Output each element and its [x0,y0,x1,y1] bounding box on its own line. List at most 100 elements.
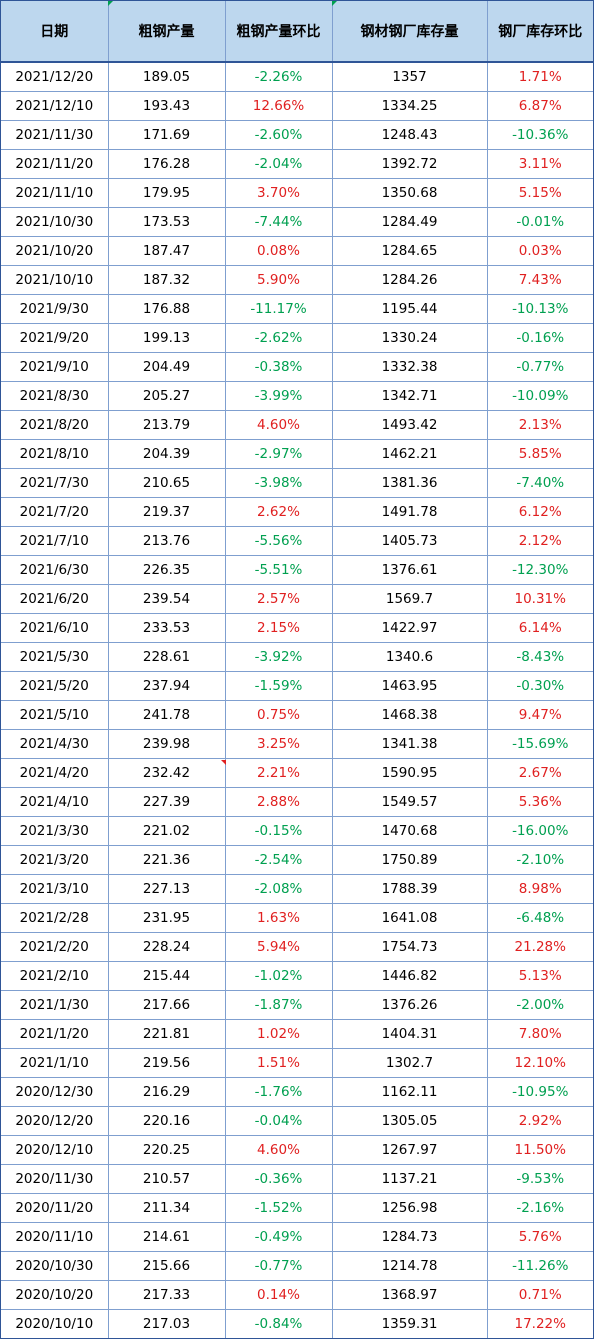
cell-inventory-change[interactable]: 11.50% [487,1135,593,1165]
cell-inventory[interactable]: 1376.61 [332,555,488,585]
cell-inventory-change[interactable]: -11.26% [487,1251,593,1281]
cell-inventory[interactable]: 1392.72 [332,149,488,179]
cell-crude-steel-output[interactable]: 221.02 [108,816,226,846]
header-mill-inventory-change[interactable]: 钢厂库存环比 [487,1,593,63]
cell-inventory[interactable]: 1468.38 [332,700,488,730]
cell-output-change[interactable]: 0.14% [225,1280,333,1310]
cell-inventory-change[interactable]: 1.71% [487,62,593,92]
cell-inventory[interactable]: 1340.6 [332,642,488,672]
cell-date[interactable]: 2021/3/20 [1,845,109,875]
cell-crude-steel-output[interactable]: 227.13 [108,874,226,904]
cell-output-change[interactable]: 1.63% [225,903,333,933]
cell-inventory-change[interactable]: -10.13% [487,294,593,324]
cell-crude-steel-output[interactable]: 215.66 [108,1251,226,1281]
cell-output-change[interactable]: -2.54% [225,845,333,875]
cell-inventory-change[interactable]: 2.67% [487,758,593,788]
header-crude-steel-output[interactable]: 粗钢产量 [108,1,226,63]
cell-crude-steel-output[interactable]: 215.44 [108,961,226,991]
cell-inventory-change[interactable]: -12.30% [487,555,593,585]
cell-crude-steel-output[interactable]: 187.32 [108,265,226,295]
cell-inventory-change[interactable]: -0.30% [487,671,593,701]
cell-crude-steel-output[interactable]: 233.53 [108,613,226,643]
cell-date[interactable]: 2020/11/20 [1,1193,109,1223]
cell-inventory[interactable]: 1256.98 [332,1193,488,1223]
cell-output-change[interactable]: -3.98% [225,468,333,498]
cell-output-change[interactable]: 2.62% [225,497,333,527]
cell-inventory[interactable]: 1381.36 [332,468,488,498]
cell-date[interactable]: 2020/11/30 [1,1164,109,1194]
cell-output-change[interactable]: -1.87% [225,990,333,1020]
cell-inventory[interactable]: 1284.73 [332,1222,488,1252]
cell-inventory-change[interactable]: -7.40% [487,468,593,498]
cell-crude-steel-output[interactable]: 217.03 [108,1309,226,1338]
cell-inventory[interactable]: 1491.78 [332,497,488,527]
cell-inventory-change[interactable]: 0.03% [487,236,593,266]
cell-inventory[interactable]: 1493.42 [332,410,488,440]
cell-inventory[interactable]: 1788.39 [332,874,488,904]
cell-date[interactable]: 2021/8/20 [1,410,109,440]
cell-date[interactable]: 2021/10/10 [1,265,109,295]
cell-inventory[interactable]: 1334.25 [332,91,488,121]
cell-output-change[interactable]: -2.26% [225,62,333,92]
cell-output-change[interactable]: -2.62% [225,323,333,353]
cell-inventory-change[interactable]: 2.13% [487,410,593,440]
cell-inventory-change[interactable]: -0.16% [487,323,593,353]
cell-inventory-change[interactable]: 6.12% [487,497,593,527]
cell-inventory-change[interactable]: 8.98% [487,874,593,904]
cell-inventory[interactable]: 1404.31 [332,1019,488,1049]
cell-inventory[interactable]: 1422.97 [332,613,488,643]
cell-inventory[interactable]: 1549.57 [332,787,488,817]
cell-output-change[interactable]: 2.21% [225,758,333,788]
cell-date[interactable]: 2020/12/20 [1,1106,109,1136]
cell-crude-steel-output[interactable]: 228.24 [108,932,226,962]
cell-inventory-change[interactable]: -0.77% [487,352,593,382]
cell-date[interactable]: 2021/11/20 [1,149,109,179]
cell-output-change[interactable]: -2.04% [225,149,333,179]
cell-inventory-change[interactable]: 12.10% [487,1048,593,1078]
cell-output-change[interactable]: -1.02% [225,961,333,991]
cell-output-change[interactable]: 5.94% [225,932,333,962]
cell-inventory-change[interactable]: 7.43% [487,265,593,295]
cell-crude-steel-output[interactable]: 221.81 [108,1019,226,1049]
cell-inventory[interactable]: 1462.21 [332,439,488,469]
cell-date[interactable]: 2021/7/10 [1,526,109,556]
cell-crude-steel-output[interactable]: 173.53 [108,207,226,237]
cell-inventory[interactable]: 1137.21 [332,1164,488,1194]
cell-inventory-change[interactable]: -10.36% [487,120,593,150]
cell-date[interactable]: 2021/8/10 [1,439,109,469]
cell-date[interactable]: 2020/10/30 [1,1251,109,1281]
cell-inventory-change[interactable]: 5.13% [487,961,593,991]
cell-crude-steel-output[interactable]: 232.42 [108,758,226,788]
cell-crude-steel-output[interactable]: 239.98 [108,729,226,759]
header-crude-steel-output-change[interactable]: 粗钢产量环比 [225,1,333,63]
cell-inventory-change[interactable]: 5.76% [487,1222,593,1252]
cell-inventory-change[interactable]: 0.71% [487,1280,593,1310]
cell-crude-steel-output[interactable]: 214.61 [108,1222,226,1252]
cell-output-change[interactable]: 1.02% [225,1019,333,1049]
cell-date[interactable]: 2021/11/10 [1,178,109,208]
cell-date[interactable]: 2021/3/30 [1,816,109,846]
cell-output-change[interactable]: -2.97% [225,439,333,469]
cell-crude-steel-output[interactable]: 171.69 [108,120,226,150]
cell-output-change[interactable]: -1.52% [225,1193,333,1223]
cell-inventory[interactable]: 1330.24 [332,323,488,353]
cell-output-change[interactable]: -0.15% [225,816,333,846]
cell-date[interactable]: 2020/12/30 [1,1077,109,1107]
cell-inventory[interactable]: 1446.82 [332,961,488,991]
cell-date[interactable]: 2021/7/30 [1,468,109,498]
cell-crude-steel-output[interactable]: 210.57 [108,1164,226,1194]
cell-output-change[interactable]: -0.49% [225,1222,333,1252]
cell-date[interactable]: 2021/10/30 [1,207,109,237]
cell-output-change[interactable]: -1.76% [225,1077,333,1107]
cell-inventory[interactable]: 1357 [332,62,488,92]
cell-output-change[interactable]: -0.38% [225,352,333,382]
cell-inventory[interactable]: 1341.38 [332,729,488,759]
cell-crude-steel-output[interactable]: 241.78 [108,700,226,730]
cell-inventory[interactable]: 1162.11 [332,1077,488,1107]
cell-inventory-change[interactable]: 17.22% [514,1316,566,1332]
cell-inventory-change[interactable]: -9.53% [487,1164,593,1194]
cell-inventory[interactable]: 1350.68 [332,178,488,208]
cell-inventory-change[interactable]: 9.47% [487,700,593,730]
cell-crude-steel-output[interactable]: 226.35 [108,555,226,585]
cell-date[interactable]: 2021/5/30 [1,642,109,672]
